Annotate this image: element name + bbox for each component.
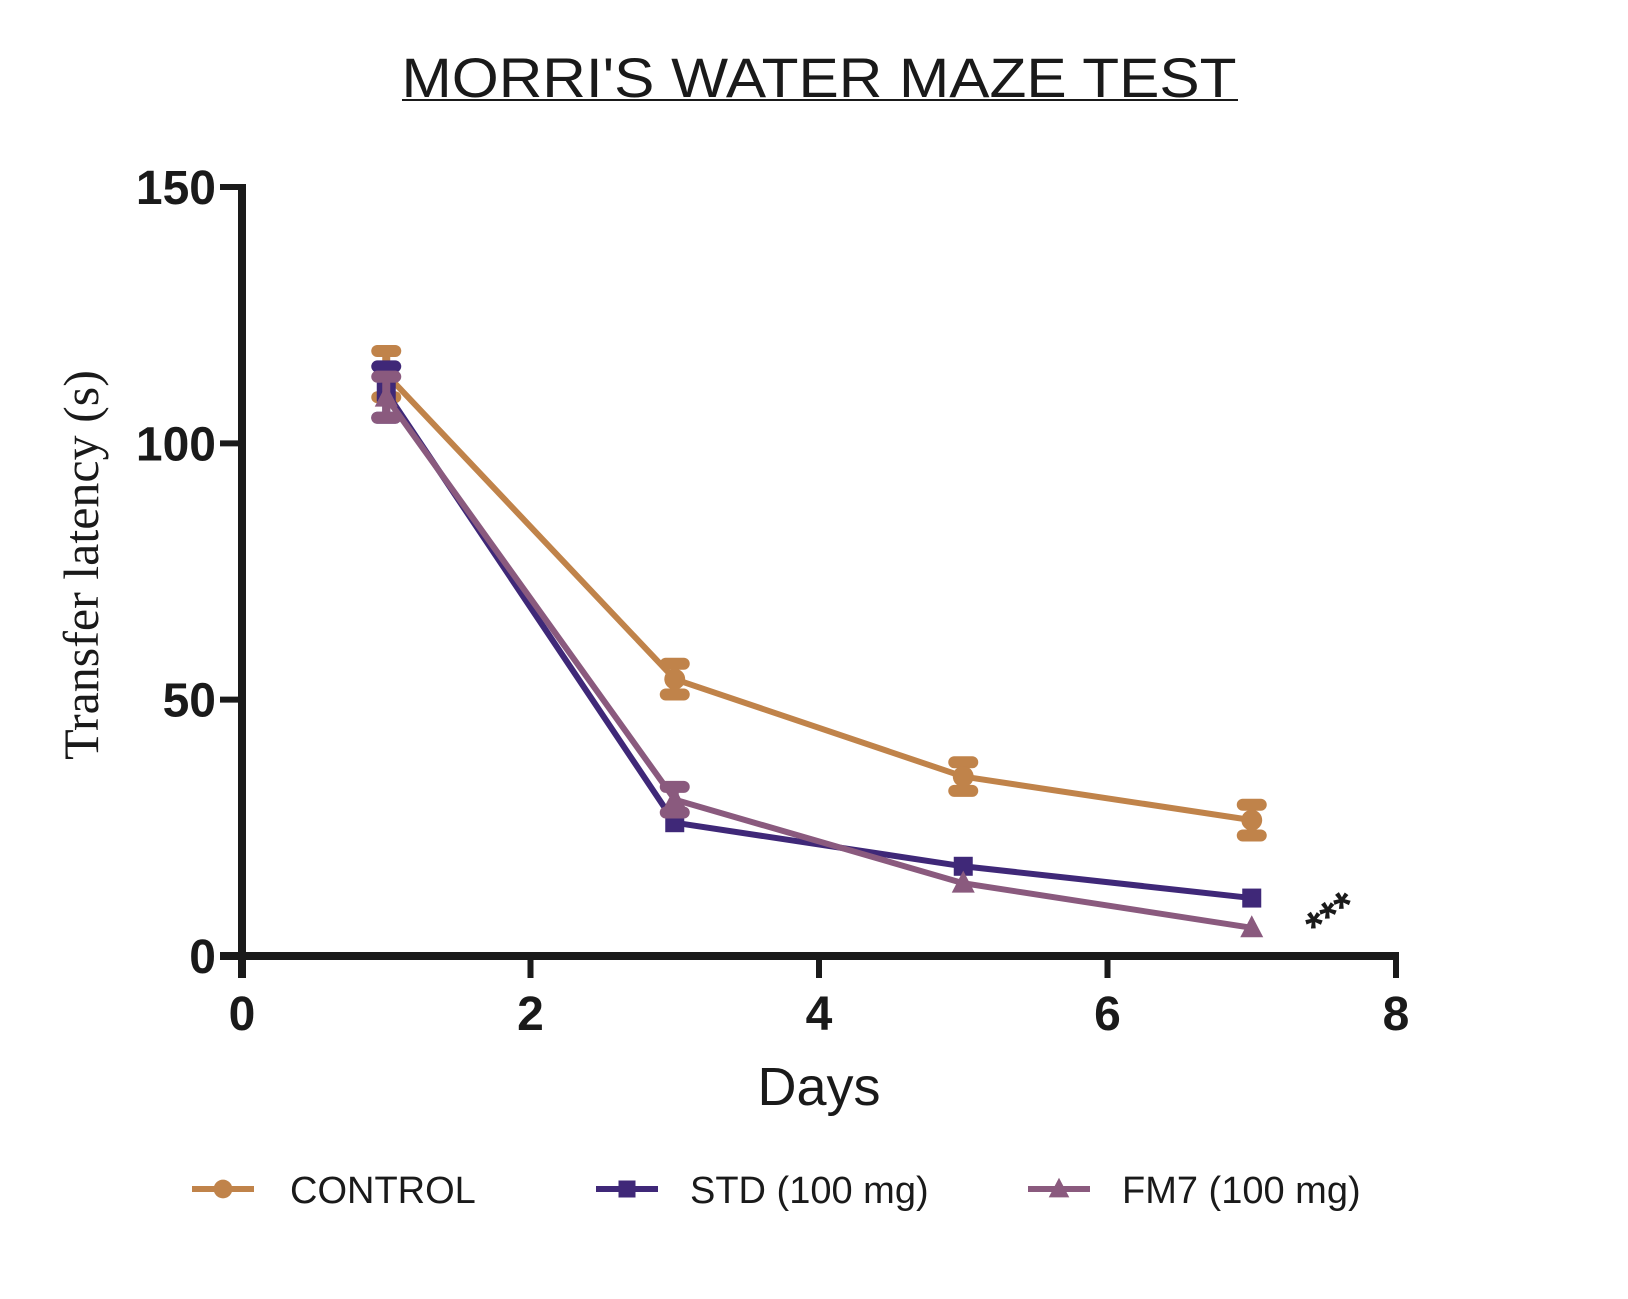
legend-marker <box>213 1179 233 1199</box>
data-point <box>1241 809 1263 831</box>
legend-item: STD (100 mg) <box>596 1170 929 1212</box>
legend-marker <box>1048 1177 1070 1198</box>
y-tick-label: 0 <box>189 931 216 984</box>
y-tick-label: 50 <box>163 675 216 728</box>
error-cap-top <box>371 370 402 383</box>
legend-item: FM7 (100 mg) <box>1028 1170 1361 1212</box>
x-tick-label: 0 <box>229 988 256 1041</box>
legend-label: CONTROL <box>290 1170 476 1212</box>
y-tick-label: 150 <box>136 162 216 215</box>
error-cap-bottom <box>659 688 690 701</box>
data-point <box>953 856 973 876</box>
significance-annotation: *** <box>1297 881 1368 951</box>
error-cap-top <box>371 360 402 373</box>
legend: CONTROL STD (100 mg) FM7 (100 mg) <box>192 1170 1361 1212</box>
error-cap-bottom <box>659 806 690 819</box>
series-line <box>383 395 1253 931</box>
error-cap-top <box>948 756 979 769</box>
x-tick-label: 4 <box>806 988 833 1041</box>
x-tick-label: 2 <box>517 988 544 1041</box>
x-axis-label: Days <box>757 1057 880 1117</box>
series-line <box>384 372 1253 824</box>
axes: 0 50 100 150 0 2 4 6 8 <box>136 162 1409 1041</box>
data-point <box>664 668 686 690</box>
x-tick-label: 6 <box>1094 988 1121 1041</box>
data-point <box>1240 915 1264 938</box>
error-cap-bottom <box>371 411 402 424</box>
data-point <box>1242 888 1262 908</box>
data-point <box>952 766 974 788</box>
error-cap-top <box>1236 798 1267 811</box>
data-point <box>951 870 975 893</box>
error-cap-top <box>659 657 690 670</box>
legend-item: CONTROL <box>192 1170 476 1212</box>
legend-label: FM7 (100 mg) <box>1122 1170 1361 1212</box>
y-axis-label: Transfer latency (s) <box>53 370 109 760</box>
series-line <box>383 390 1253 902</box>
series-control <box>371 345 1267 842</box>
chart-title: MORRI'S WATER MAZE TEST <box>402 46 1237 109</box>
x-tick-label: 8 <box>1383 988 1410 1041</box>
annotations: *** <box>1297 881 1368 951</box>
error-cap-bottom <box>1236 829 1267 842</box>
data-point <box>374 384 398 407</box>
series-std-100-mg <box>371 360 1262 908</box>
series-fm7-100-mg <box>371 370 1264 938</box>
error-cap-bottom <box>948 784 979 797</box>
data-point <box>663 787 687 810</box>
error-cap-top <box>371 345 402 358</box>
legend-marker <box>618 1180 636 1198</box>
legend-label: STD (100 mg) <box>690 1170 929 1212</box>
series-group <box>371 345 1267 938</box>
error-cap-top <box>659 780 690 793</box>
y-tick-label: 100 <box>136 418 216 471</box>
